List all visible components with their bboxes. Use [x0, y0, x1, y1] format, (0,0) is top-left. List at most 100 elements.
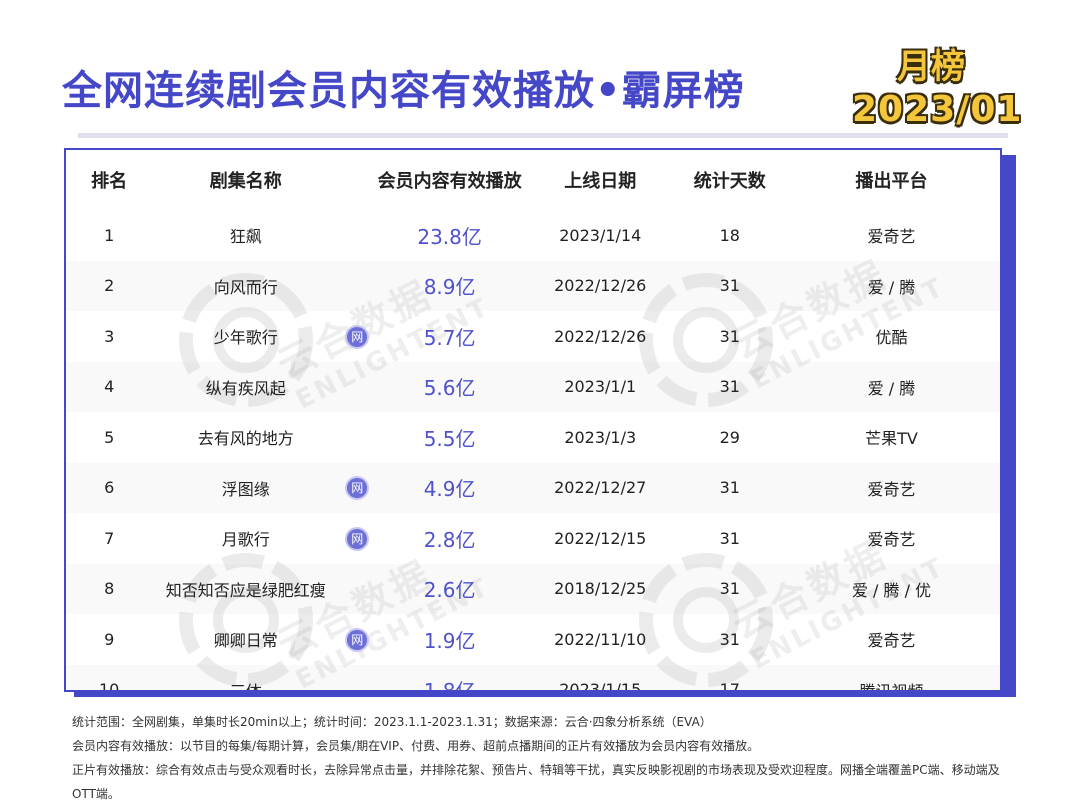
ranking-table: 排名 剧集名称 会员内容有效播放 上线日期 统计天数 播出平台 1 狂飙 23.8亿…: [66, 150, 1000, 690]
table-row: 4 纵有疾风起 5.6亿 2023/1/1 31 爱 / 腾: [66, 361, 1000, 412]
title-divider: [78, 133, 1008, 138]
member-play-cell: 8.9亿: [375, 260, 524, 311]
member-play-cell: 4.9亿: [375, 462, 524, 513]
footnote-valid-play: 正片有效播放：综合有效点击与受众观看时长，去除异常点击量，并排除花絮、预告片、特…: [72, 763, 1000, 801]
release-date-cell: 2018/12/25: [523, 563, 677, 614]
member-play-cell: 23.8亿: [417, 224, 482, 249]
rank-cell: 1: [104, 225, 115, 245]
rank-cell: 2: [66, 260, 153, 311]
rank-cell: 4: [66, 361, 153, 412]
footnote-member-play: 会员内容有效播放：以节目的每集/每期计算，会员集/期在VIP、付费、用券、超前点…: [72, 739, 760, 753]
stat-days-cell: 31: [676, 563, 784, 614]
member-play-cell: 1.8亿: [375, 664, 524, 690]
net-icon-cell: 网: [339, 311, 375, 362]
platform-cell: 爱 / 腾: [783, 260, 1000, 311]
rank-cell: 5: [104, 427, 115, 447]
footnote-scope: 统计范围：全网剧集，单集时长20min以上；统计时间：2023.1.1-2023…: [72, 715, 712, 729]
release-date-cell: 2022/12/27: [523, 462, 677, 513]
col-header-name: 剧集名称: [209, 171, 282, 192]
stat-days-cell: 31: [676, 361, 784, 412]
table-row: 1 狂飙 23.8亿 2023/1/14 18 爱奇艺: [66, 210, 1000, 261]
page-title: 全网连续剧会员内容有效播放•霸屏榜: [62, 68, 745, 114]
table-row: 7 月歌行 网 2.8亿 2022/12/15 31 爱奇艺: [66, 513, 1000, 564]
stat-days-cell: 18: [719, 225, 740, 245]
table-header-row: 排名 剧集名称 会员内容有效播放 上线日期 统计天数 播出平台: [66, 150, 1000, 210]
rank-cell: 7: [104, 528, 115, 548]
table-row: 10 三体 1.8亿 2023/1/15 17 腾讯视频: [66, 664, 1000, 690]
col-header-date: 上线日期: [564, 171, 637, 192]
show-name-cell: 向风而行: [152, 260, 340, 311]
platform-cell: 腾讯视频: [783, 664, 1000, 690]
release-date-cell: 2022/11/10: [554, 629, 647, 649]
stat-days-cell: 31: [719, 528, 740, 548]
col-header-platform: 播出平台: [855, 171, 928, 192]
platform-cell: 芒果TV: [865, 429, 918, 449]
platform-cell: 爱 / 腾 / 优: [783, 563, 1000, 614]
col-header-days: 统计天数: [693, 171, 766, 192]
release-date-cell: 2023/1/15: [523, 664, 677, 690]
release-date-cell: 2023/1/3: [564, 427, 637, 447]
badge-period: 2023/01: [852, 89, 1023, 130]
show-name-cell: 少年歌行: [213, 328, 278, 348]
table-row: 3 少年歌行 网 5.7亿 2022/12/26 31 优酷: [66, 311, 1000, 362]
net-series-icon: 网: [347, 629, 368, 650]
stat-days-cell: 31: [719, 629, 740, 649]
table-row: 2 向风而行 8.9亿 2022/12/26 31 爱 / 腾: [66, 260, 1000, 311]
net-series-icon: 网: [347, 326, 368, 347]
net-icon-cell: 网: [339, 513, 375, 564]
footnotes: 统计范围：全网剧集，单集时长20min以上；统计时间：2023.1.1-2023…: [72, 710, 1022, 806]
table-row: 8 知否知否应是绿肥红瘦 2.6亿 2018/12/25 31 爱 / 腾 / 优: [66, 563, 1000, 614]
table-row: 5 去有风的地方 5.5亿 2023/1/3 29 芒果TV: [66, 412, 1000, 463]
member-play-cell: 1.9亿: [423, 628, 476, 653]
show-name-cell: 月歌行: [221, 530, 270, 550]
platform-cell: 爱奇艺: [867, 227, 916, 247]
col-header-rank: 排名: [91, 171, 128, 192]
member-play-cell: 5.5亿: [423, 426, 476, 451]
show-name-cell: 狂飙: [229, 227, 262, 247]
net-icon-cell: 网: [339, 614, 375, 665]
net-series-icon: 网: [347, 528, 368, 549]
badge-label: 月榜: [897, 47, 965, 87]
platform-cell: 爱奇艺: [783, 462, 1000, 513]
platform-cell: 优酷: [875, 328, 908, 348]
stat-days-cell: 17: [676, 664, 784, 690]
release-date-cell: 2023/1/1: [523, 361, 677, 412]
rank-cell: 8: [66, 563, 153, 614]
col-header-icon: [339, 150, 375, 210]
show-name-cell: 三体: [152, 664, 340, 690]
platform-cell: 爱奇艺: [867, 631, 916, 651]
show-name-cell: 纵有疾风起: [152, 361, 340, 412]
net-icon-cell: 网: [339, 462, 376, 513]
stat-days-cell: 31: [676, 462, 784, 513]
release-date-cell: 2023/1/14: [559, 225, 642, 245]
member-play-cell: 2.6亿: [375, 563, 524, 614]
release-date-cell: 2022/12/26: [523, 260, 677, 311]
rank-cell: 10: [66, 664, 153, 690]
stat-days-cell: 31: [719, 326, 740, 346]
rank-cell: 3: [104, 326, 115, 346]
net-icon-cell: [339, 664, 376, 690]
rank-cell: 6: [66, 462, 153, 513]
table-row: 6 浮图缘网 4.9亿 2022/12/27 31 爱奇艺: [66, 462, 1000, 513]
release-date-cell: 2022/12/26: [554, 326, 647, 346]
show-name-cell: 浮图缘: [152, 462, 340, 513]
monthly-badge: 月榜 2023/01: [852, 46, 1023, 132]
net-series-icon: 网: [347, 478, 368, 499]
member-play-cell: 5.6亿: [375, 361, 524, 412]
net-icon-cell: [339, 412, 375, 463]
platform-cell: 爱 / 腾: [783, 361, 1000, 412]
member-play-cell: 2.8亿: [423, 527, 476, 552]
release-date-cell: 2022/12/15: [554, 528, 647, 548]
net-icon-cell: [339, 260, 376, 311]
net-icon-cell: [339, 361, 376, 412]
net-icon-cell: [339, 210, 375, 261]
rank-cell: 9: [104, 629, 115, 649]
stat-days-cell: 31: [676, 260, 784, 311]
show-name-cell: 去有风的地方: [197, 429, 294, 449]
table-row: 9 卿卿日常 网 1.9亿 2022/11/10 31 爱奇艺: [66, 614, 1000, 665]
member-play-cell: 5.7亿: [423, 325, 476, 350]
ranking-table-frame: 云合数据 ENLIGHTENT 云合数据 ENLIGHTENT 云合数据 ENL…: [64, 148, 1002, 692]
net-icon-cell: [339, 563, 376, 614]
platform-cell: 爱奇艺: [867, 530, 916, 550]
col-header-play: 会员内容有效播放: [377, 171, 522, 192]
